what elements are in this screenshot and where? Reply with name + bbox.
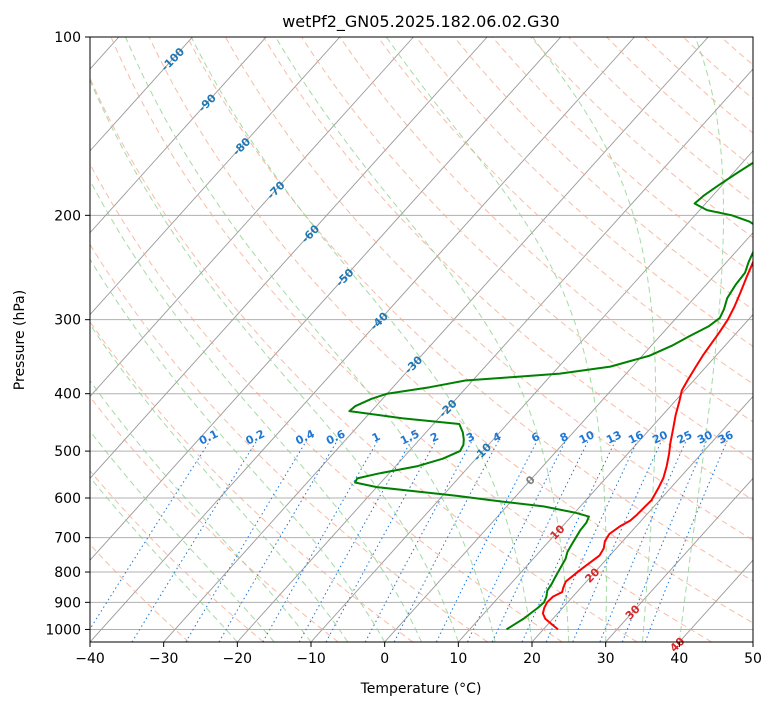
y-tick-label: 900	[54, 595, 81, 611]
x-tick-label: 30	[597, 651, 615, 667]
chart-title: wetPf2_GN05.2025.182.06.02.G30	[282, 12, 560, 32]
x-tick-label: −10	[296, 651, 326, 667]
y-tick-label: 800	[54, 565, 81, 581]
y-tick-label: 300	[54, 313, 81, 329]
y-axis-title: Pressure (hPa)	[12, 290, 28, 390]
x-tick-label: −20	[223, 651, 253, 667]
x-tick-label: 20	[523, 651, 541, 667]
y-tick-label: 100	[54, 30, 81, 46]
x-axis-title: Temperature (°C)	[360, 681, 482, 697]
y-tick-label: 400	[54, 387, 81, 403]
y-tick-label: 600	[54, 491, 81, 507]
y-tick-label: 500	[54, 444, 81, 460]
x-tick-label: 0	[380, 651, 389, 667]
x-tick-label: 10	[449, 651, 467, 667]
x-tick-label: 40	[670, 651, 688, 667]
y-tick-label: 200	[54, 208, 81, 224]
x-tick-label: 50	[744, 651, 762, 667]
y-tick-label: 1000	[45, 622, 81, 638]
y-tick-label: 700	[54, 531, 81, 547]
x-tick-label: −30	[149, 651, 179, 667]
x-tick-label: −40	[75, 651, 105, 667]
